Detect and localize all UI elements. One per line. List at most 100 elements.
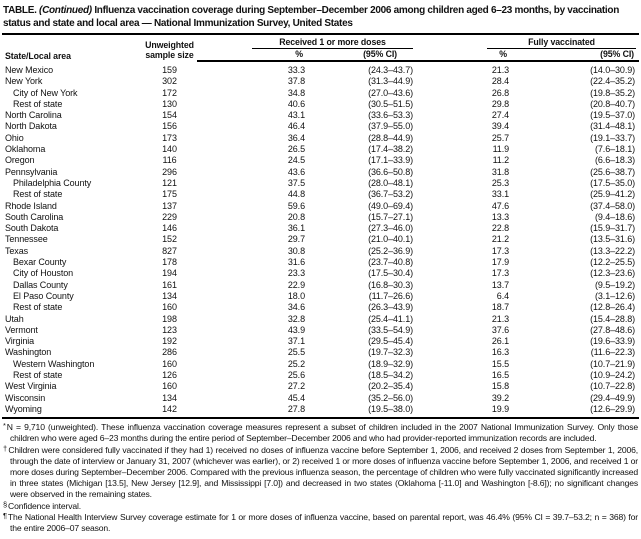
received-ci-cell: (21.0–40.1): [368, 234, 414, 245]
received-pct-cell: 37.1: [287, 336, 305, 347]
state-cell: Wyoming: [5, 403, 42, 414]
fully-pct-cell: 18.7: [491, 302, 510, 313]
table-row: Ohio 173 36.4 (28.8–44.9) 25.7 (19.1–33.7): [2, 133, 639, 144]
received-pct-cell: 43.9: [287, 324, 305, 335]
state-cell: Pennsylvania: [5, 166, 58, 177]
sample-size-cell: 142: [162, 403, 177, 414]
received-ci-cell: (17.5–30.4): [368, 268, 414, 279]
fully-ci-cell: (9.4–18.6): [595, 211, 636, 222]
received-pct-cell: 18.0: [287, 290, 305, 301]
fully-pct-cell: 27.4: [491, 110, 510, 121]
fully-ci-cell: (20.8–40.7): [590, 98, 636, 109]
sample-size-cell: 194: [162, 268, 177, 279]
fully-pct-cell: 6.4: [496, 290, 510, 301]
state-cell: Utah: [5, 313, 24, 324]
sample-size-cell: 160: [162, 358, 177, 369]
table-row: South Dakota 146 36.1 (27.3–46.0) 22.8 (15.9–…: [2, 223, 639, 234]
table-row: Wisconsin 134 45.4 (35.2–56.0) 39.2 (29.4–49.…: [2, 393, 639, 404]
group-header-fully-vaccinated: Fully vaccinated: [413, 35, 639, 49]
column-header-received-pct: %: [197, 49, 309, 62]
sample-size-cell: 156: [162, 121, 177, 132]
fully-ci-cell: (19.5–37.0): [590, 110, 636, 121]
fully-ci-cell: (15.4–28.8): [590, 313, 636, 324]
table-row: North Carolina 154 43.1 (33.6–53.3) 27.4 (19.…: [2, 110, 639, 121]
fully-pct-cell: 13.3: [491, 211, 510, 222]
fully-ci-cell: (13.3–22.2): [590, 245, 636, 256]
received-ci-cell: (16.8–30.3): [368, 279, 414, 290]
received-ci-cell: (24.3–43.7): [368, 65, 414, 75]
sample-size-header-line1: Unweighted: [145, 40, 194, 50]
sample-size-cell: 296: [162, 166, 177, 177]
fully-ci-cell: (12.3–23.6): [590, 268, 636, 279]
sample-size-cell: 161: [162, 279, 177, 290]
sample-size-cell: 152: [162, 234, 177, 245]
table-bottom-rule: [2, 417, 639, 420]
fully-ci-cell: (25.6–38.7): [590, 166, 636, 177]
received-ci-cell: (36.7–53.2): [368, 189, 414, 200]
group-header-row: State/Local area Unweighted sample size …: [2, 35, 639, 61]
fully-pct-cell: 16.3: [491, 347, 510, 358]
fully-pct-cell: 26.1: [491, 336, 510, 347]
footnote: §Confidence interval.: [3, 499, 638, 512]
state-cell: New York: [5, 76, 43, 87]
state-cell: West Virginia: [5, 381, 57, 392]
received-ci-cell: (37.9–55.0): [368, 121, 414, 132]
state-cell: Wisconsin: [5, 392, 46, 403]
state-cell: Oklahoma: [5, 144, 46, 155]
table-row: Rest of state 175 44.8 (36.7–53.2) 33.1 (25.9…: [2, 189, 639, 200]
sample-size-cell: 175: [162, 189, 177, 200]
state-cell: Rhode Island: [5, 200, 57, 211]
state-cell: South Carolina: [5, 211, 64, 222]
received-pct-cell: 25.2: [287, 358, 305, 369]
footnote-symbol: ¶: [3, 510, 7, 520]
table-row: South Carolina 229 20.8 (15.7–27.1) 13.3 (9.4…: [2, 212, 639, 223]
received-ci-cell: (33.5–54.9): [368, 324, 414, 335]
received-ci-cell: (30.5–51.5): [368, 98, 414, 109]
received-ci-cell: (15.7–27.1): [368, 211, 414, 222]
fully-pct-cell: 29.8: [491, 98, 510, 109]
received-pct-cell: 37.8: [287, 76, 305, 87]
received-ci-cell: (18.5–34.2): [368, 370, 414, 381]
fully-pct-cell: 11.2: [492, 155, 510, 166]
received-ci-cell: (28.0–48.1): [368, 177, 414, 188]
fully-ci-cell: (10.9–24.2): [590, 370, 636, 381]
received-pct-cell: 43.6: [287, 166, 305, 177]
column-header-received-ci: (95% CI): [309, 49, 414, 62]
received-pct-cell: 45.4: [287, 392, 305, 403]
fully-pct-cell: 21.3: [491, 313, 510, 324]
received-pct-cell: 32.8: [287, 313, 305, 324]
table-row: Rhode Island 137 59.6 (49.0–69.4) 47.6 (37.4–…: [2, 201, 639, 212]
sample-size-cell: 229: [162, 211, 177, 222]
table-row: Wyoming 142 27.8 (19.5–38.0) 19.9 (12.6–29.9): [2, 404, 639, 415]
footnote-text: Confidence interval.: [8, 500, 81, 511]
received-pct-cell: 30.8: [287, 245, 305, 256]
received-ci-cell: (19.5–38.0): [368, 403, 414, 414]
received-pct-cell: 34.8: [287, 87, 305, 98]
state-cell: Rest of state: [13, 189, 63, 200]
table-row: West Virginia 160 27.2 (20.2–35.4) 15.8 (10.7…: [2, 381, 639, 392]
state-cell: Rest of state: [13, 98, 63, 109]
state-cell: New Mexico: [5, 65, 54, 75]
received-pct-cell: 36.4: [287, 132, 305, 143]
fully-ci-cell: (12.8–26.4): [590, 302, 636, 313]
footnote: †Children were considered fully vaccinat…: [3, 443, 638, 501]
received-ci-cell: (20.2–35.4): [368, 381, 414, 392]
footnote-symbol: †: [3, 443, 8, 453]
fully-pct-cell: 37.6: [491, 324, 510, 335]
state-cell: North Carolina: [5, 110, 62, 121]
sample-size-cell: 123: [162, 324, 177, 335]
state-cell: Bexar County: [13, 257, 67, 268]
fully-ci-cell: (9.5–19.2): [595, 279, 636, 290]
footnote-symbol: §: [3, 499, 8, 509]
sample-size-cell: 172: [162, 87, 177, 98]
received-ci-cell: (11.7–26.6): [368, 290, 414, 301]
sample-size-cell: 134: [162, 392, 177, 403]
table-row: Bexar County 178 31.6 (23.7–40.8) 17.9 (12.2–…: [2, 257, 639, 268]
table-row: Rest of state 126 25.6 (18.5–34.2) 16.5 (10.9…: [2, 370, 639, 381]
sample-size-cell: 178: [162, 257, 177, 268]
sample-size-cell: 198: [162, 313, 177, 324]
table-row: Philadelphia County 121 37.5 (28.0–48.1) 25.…: [2, 178, 639, 189]
received-ci-cell: (27.0–43.6): [368, 87, 414, 98]
received-ci-cell: (33.6–53.3): [368, 110, 414, 121]
footnote-text: N = 9,710 (unweighted). These influenza …: [6, 422, 638, 444]
